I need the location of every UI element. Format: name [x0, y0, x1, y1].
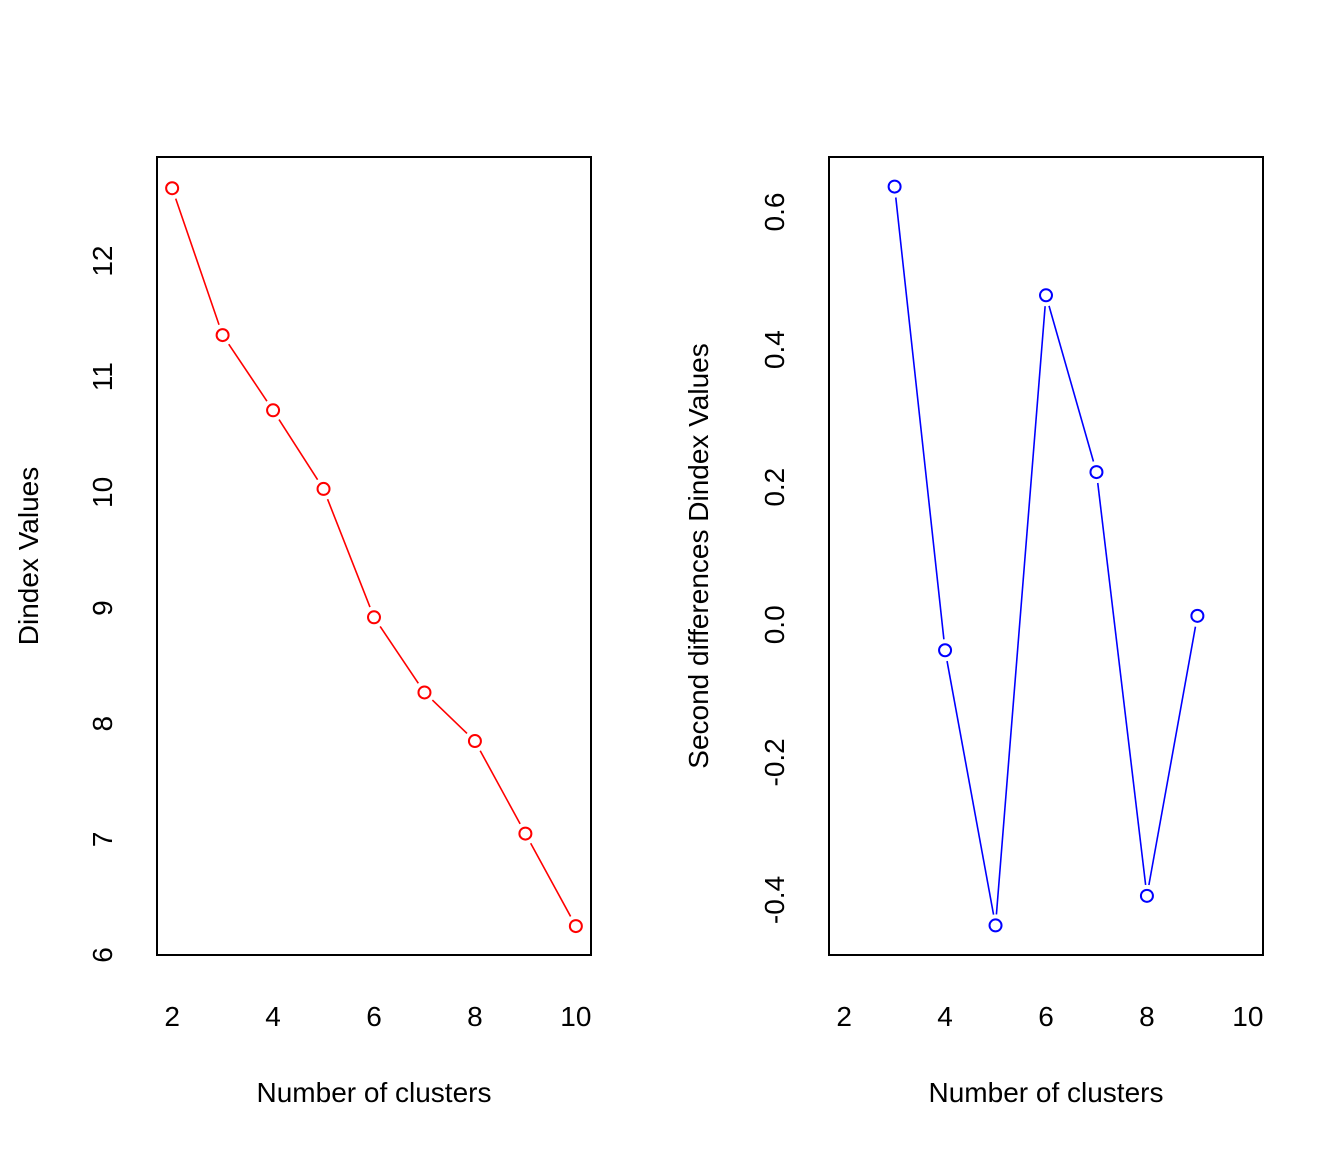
x-tick-label: 6: [1038, 1001, 1054, 1032]
series-segment: [228, 343, 268, 402]
y-tick-label: 0.2: [759, 468, 790, 507]
chart-panel-2: 2 4 6 8 10 -0.4 -0.2 0.0 0.2 0.4 0.6 Number of clus…: [683, 156, 1264, 1108]
series-segment: [946, 660, 995, 915]
data-point: [316, 481, 331, 496]
series-segment: [1148, 626, 1197, 886]
chart-panel-1: 2 4 6 8 10 6 7 8 9 10 11 12 Number of clusters Dindex…: [13, 156, 592, 1108]
y-tick-label: 0.0: [759, 605, 790, 644]
x-tick-label: 4: [937, 1001, 953, 1032]
y-tick-label: 10: [87, 477, 118, 508]
data-point: [266, 403, 281, 418]
series-segment: [278, 419, 319, 481]
data-point: [467, 734, 482, 749]
data-point: [568, 919, 583, 934]
series-segment: [995, 306, 1046, 915]
x-tick-label: 4: [265, 1001, 281, 1032]
x-tick-label: 6: [366, 1001, 382, 1032]
y-tick-label: 7: [87, 832, 118, 848]
data-point: [367, 610, 381, 625]
x-tick-label: 10: [1232, 1001, 1263, 1032]
series-segment: [529, 842, 572, 917]
series-segment: [479, 750, 521, 825]
data-point: [938, 643, 953, 658]
data-point: [518, 826, 533, 841]
y-tick-label: 0.6: [759, 193, 790, 232]
data-point: [1139, 888, 1154, 903]
plot-frame: [156, 156, 592, 956]
y-tick-label: 9: [87, 600, 118, 616]
x-tick-label: 2: [164, 1001, 180, 1032]
y-tick-label: -0.4: [759, 876, 790, 924]
y-axis-title: Dindex Values: [13, 467, 44, 645]
data-point: [1089, 465, 1104, 480]
series-segment: [326, 498, 371, 608]
data-point: [417, 685, 432, 700]
x-tick-label: 2: [836, 1001, 852, 1032]
series-segment: [1096, 482, 1147, 886]
x-tick-label: 10: [560, 1001, 591, 1032]
y-tick-label: 6: [87, 947, 118, 963]
data-point: [1190, 608, 1205, 623]
data-point: [215, 328, 230, 343]
data-point: [887, 179, 902, 194]
y-tick-label: 11: [87, 362, 118, 391]
plot-frame: [828, 156, 1264, 956]
series-segment: [431, 699, 468, 734]
x-axis-title: Number of clusters: [929, 1077, 1164, 1108]
data-point: [988, 918, 1003, 933]
x-tick-label: 8: [1139, 1001, 1155, 1032]
y-axis-title: Second differences Dindex Values: [683, 343, 714, 768]
x-axis-title: Number of clusters: [257, 1077, 492, 1108]
y-tick-label: 8: [87, 716, 118, 732]
data-point: [165, 181, 180, 196]
series-segment: [174, 198, 220, 325]
y-tick-label: -0.2: [759, 738, 790, 786]
data-point: [1039, 288, 1053, 303]
series-segment: [894, 197, 945, 640]
x-tick-label: 8: [467, 1001, 483, 1032]
series-segment: [1048, 305, 1095, 462]
y-tick-label: 0.4: [759, 330, 790, 369]
y-tick-label: 12: [87, 246, 118, 277]
series-segment: [379, 625, 419, 684]
